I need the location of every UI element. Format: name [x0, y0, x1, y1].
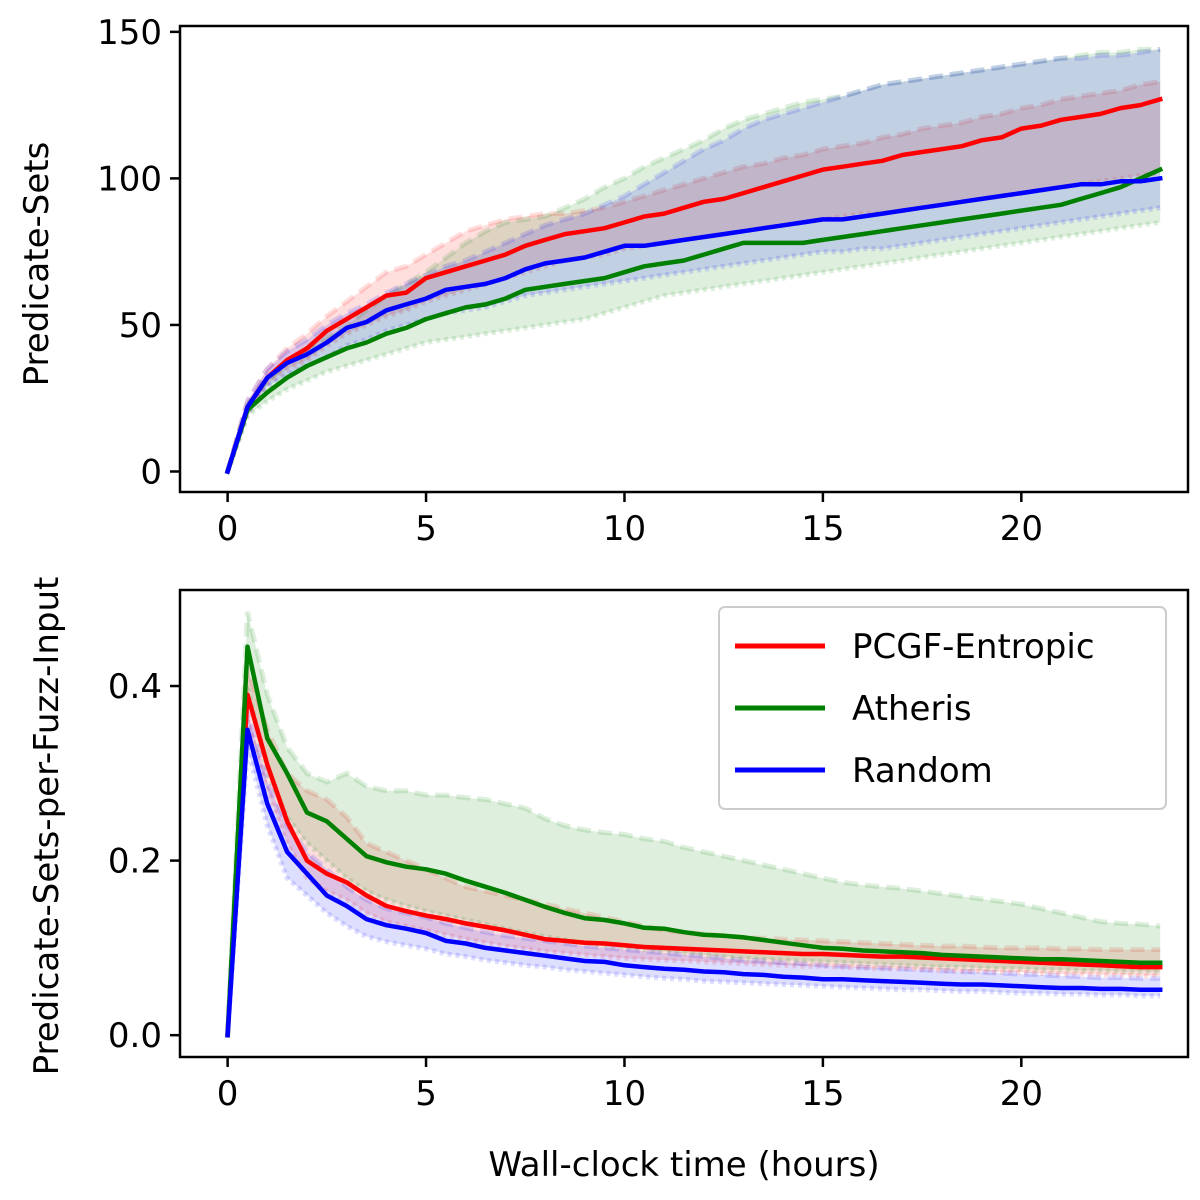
legend-label-atheris: Atheris [852, 689, 972, 729]
bottom-axes-frame [178, 588, 1190, 1059]
bottom-x-tick-label: 15 [801, 1074, 844, 1114]
bottom-y-tick-label: 0.2 [108, 842, 162, 882]
top-atheris-line [224, 166, 1164, 475]
bottom-y-axis-label: Predicate-Sets-per-Fuzz-Input [27, 577, 67, 1076]
top-x-tick-label: 15 [801, 509, 844, 549]
top-atheris-band-lower [225, 219, 1161, 473]
top-x-tick-label: 5 [415, 509, 437, 549]
top-y-ticks: 0 50 100 150 [97, 13, 180, 492]
top-plot-content [224, 46, 1164, 475]
top-axes-frame [178, 24, 1190, 494]
top-x-tick-label: 20 [1000, 509, 1043, 549]
bottom-random-band [227, 712, 1161, 1036]
top-pcgf-entropic-line [224, 96, 1163, 475]
top-y-tick-label: 150 [97, 13, 162, 53]
bottom-atheris-band [227, 611, 1161, 1036]
bottom-pcgf-entropic-line [225, 692, 1163, 1038]
bottom-y-tick-label: 0.0 [108, 1016, 162, 1056]
bottom-x-axis-label: Wall-clock time (hours) [488, 1145, 879, 1185]
bottom-pcgf-entropic-band-lower [225, 720, 1161, 1036]
top-random-band-upper [225, 46, 1161, 473]
legend-label-random: Random [852, 751, 993, 791]
top-atheris-band [227, 49, 1161, 472]
bottom-atheris-line [225, 644, 1163, 1038]
bottom-plot-content [225, 611, 1163, 1038]
bottom-y-ticks: 0.0 0.2 0.4 [108, 667, 180, 1056]
top-pcgf-entropic-band [227, 81, 1161, 472]
bottom-x-ticks: 0 5 10 15 20 [217, 1057, 1043, 1114]
bottom-y-tick-label: 0.4 [108, 667, 162, 707]
top-panel: 0 5 10 15 20 0 50 100 150 Predicate-Sets [17, 13, 1190, 549]
bottom-random-band-upper [225, 711, 1161, 1036]
top-random-band [227, 49, 1161, 472]
legend: PCGF-Entropic Atheris Random [718, 606, 1167, 810]
top-x-tick-label: 10 [603, 509, 646, 549]
top-x-ticks: 0 5 10 15 20 [217, 492, 1043, 549]
bottom-x-tick-label: 0 [217, 1074, 239, 1114]
bottom-random-line [225, 727, 1163, 1038]
bottom-panel: 0 5 10 15 20 0.0 0.2 0.4 Predicate-Sets-per-Fu… [27, 577, 1190, 1185]
top-y-axis-label: Predicate-Sets [17, 142, 57, 387]
bottom-x-tick-label: 5 [415, 1074, 437, 1114]
top-y-tick-label: 50 [119, 306, 162, 346]
bottom-atheris-band-lower [225, 685, 1161, 1036]
legend-box [718, 606, 1167, 810]
legend-label-pcgf-entropic: PCGF-Entropic [852, 627, 1095, 667]
top-y-tick-label: 100 [97, 159, 162, 199]
top-pcgf-entropic-band-upper [225, 79, 1161, 473]
top-x-tick-label: 0 [217, 509, 239, 549]
bottom-x-tick-label: 10 [603, 1074, 646, 1114]
bottom-x-tick-label: 20 [1000, 1074, 1043, 1114]
top-random-line [224, 175, 1163, 475]
top-y-tick-label: 0 [140, 452, 162, 492]
bottom-atheris-band-upper [225, 611, 1161, 1036]
